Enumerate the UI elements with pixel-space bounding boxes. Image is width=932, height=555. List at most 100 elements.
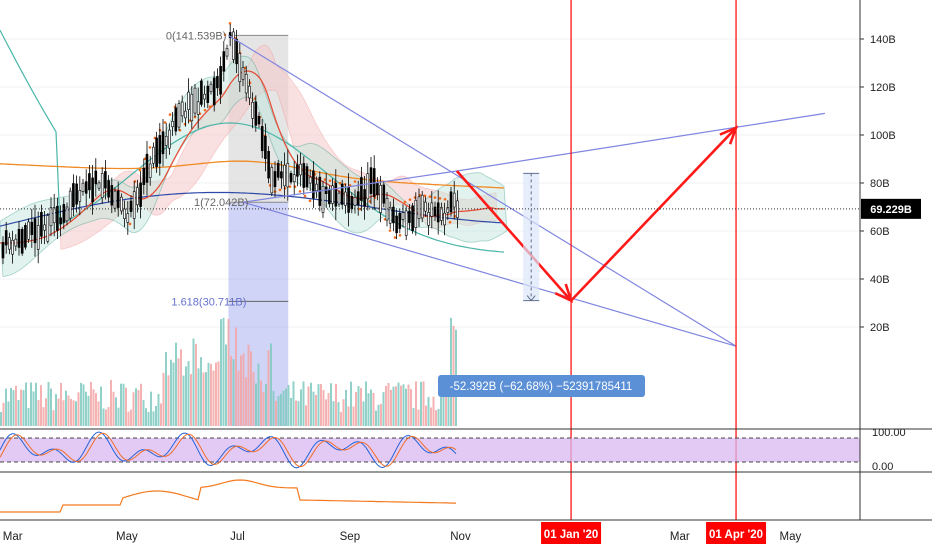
candle-body bbox=[392, 206, 395, 224]
stochastic-pane bbox=[0, 428, 932, 473]
projection-path[interactable] bbox=[455, 125, 739, 304]
candle-body bbox=[216, 76, 219, 89]
candle-body bbox=[219, 66, 222, 95]
candle-body bbox=[40, 211, 43, 237]
volume-bar bbox=[430, 407, 432, 426]
candle-body bbox=[299, 163, 302, 176]
current-price-label: 69.229B bbox=[870, 204, 912, 216]
measure-badge bbox=[438, 375, 645, 397]
candle-body bbox=[132, 191, 136, 219]
candle-body bbox=[283, 164, 286, 187]
candle-body bbox=[8, 237, 11, 250]
volume-bar bbox=[317, 384, 320, 426]
candle-body bbox=[452, 192, 456, 208]
volume-bar bbox=[227, 319, 230, 426]
volume-bar bbox=[115, 397, 117, 426]
candle-body bbox=[30, 221, 34, 235]
volume-bar bbox=[440, 397, 442, 426]
candle-body bbox=[241, 67, 245, 80]
candle-body bbox=[440, 207, 443, 221]
trend-line bbox=[228, 34, 737, 347]
candle-body bbox=[56, 205, 59, 231]
candle-body bbox=[363, 189, 366, 207]
volume-bar bbox=[200, 357, 202, 426]
oscillator-line bbox=[0, 479, 456, 513]
candle-body bbox=[129, 200, 133, 212]
volume-bar bbox=[367, 393, 370, 426]
volume-bar bbox=[447, 392, 450, 426]
y-tick-label: 140B bbox=[870, 34, 896, 46]
psar-dot bbox=[298, 190, 302, 193]
volume-bar bbox=[95, 393, 97, 426]
candle-body bbox=[369, 167, 373, 194]
candle-body bbox=[142, 167, 146, 185]
volume-bar bbox=[17, 400, 20, 426]
psar-dot bbox=[228, 21, 232, 25]
candle-body bbox=[424, 201, 427, 212]
candle-body bbox=[273, 171, 277, 188]
candle-body bbox=[337, 192, 341, 205]
volume-bar bbox=[87, 395, 90, 426]
volume-bar bbox=[392, 386, 395, 426]
candle-body bbox=[446, 207, 450, 213]
candle-body bbox=[248, 85, 251, 99]
volume-bar bbox=[140, 383, 142, 426]
volume-bar bbox=[22, 390, 25, 426]
volume-bar bbox=[120, 383, 122, 426]
volume-bar bbox=[325, 399, 327, 426]
candle-body bbox=[328, 188, 331, 205]
candle-body bbox=[398, 212, 402, 229]
candle-body bbox=[244, 73, 248, 94]
volume-bar bbox=[145, 408, 147, 426]
volume-bar bbox=[15, 385, 17, 426]
volume-bar bbox=[80, 382, 82, 426]
candle-body bbox=[433, 206, 437, 216]
candle-body bbox=[104, 171, 107, 189]
volume-bar bbox=[322, 390, 325, 426]
volume-bar bbox=[52, 410, 55, 426]
volume-bar bbox=[270, 343, 272, 426]
psar-dot bbox=[448, 220, 452, 224]
volume-bar bbox=[362, 401, 365, 426]
candle-body bbox=[161, 131, 165, 155]
x-tick-label: Mar bbox=[670, 531, 690, 543]
volume-bar bbox=[247, 344, 250, 426]
y-tick-label: 60B bbox=[870, 226, 890, 238]
volume-bar bbox=[295, 400, 297, 426]
psar-dot bbox=[323, 178, 327, 181]
psar-dot bbox=[278, 188, 282, 192]
trend-lines[interactable] bbox=[228, 34, 825, 347]
volume-bar bbox=[162, 372, 165, 426]
candle-body bbox=[36, 225, 40, 250]
candle-body bbox=[171, 120, 174, 128]
volume-bar bbox=[412, 407, 415, 426]
volume-bar bbox=[50, 388, 52, 426]
psar-dot bbox=[288, 185, 292, 188]
candle-body bbox=[177, 103, 181, 128]
candle-body bbox=[296, 164, 299, 177]
volume-bar bbox=[225, 344, 227, 426]
candle-body bbox=[379, 185, 382, 213]
psar-dot bbox=[163, 121, 167, 124]
volume-bar bbox=[150, 391, 152, 426]
candle-body bbox=[315, 183, 318, 191]
volume-bar bbox=[172, 362, 175, 426]
candle-body bbox=[417, 196, 421, 220]
candle-body bbox=[43, 224, 46, 231]
measure-tool[interactable]: -52.392B (−62.68%) −52391785411 bbox=[438, 172, 645, 397]
candle-body bbox=[68, 190, 72, 219]
fib-label-1: 1(72.042B) bbox=[194, 197, 248, 209]
candle-body bbox=[260, 126, 264, 152]
candle-body bbox=[174, 107, 178, 132]
candle-body bbox=[11, 239, 14, 255]
volume-bar bbox=[340, 411, 342, 426]
volume-bar bbox=[400, 385, 402, 426]
volume-bar bbox=[320, 384, 322, 426]
volume-bar bbox=[342, 399, 345, 426]
psar-dot bbox=[308, 199, 312, 203]
volume-bar bbox=[105, 409, 107, 426]
candle-body bbox=[225, 47, 229, 57]
volume-bar bbox=[277, 396, 280, 426]
candle-body bbox=[107, 180, 110, 198]
